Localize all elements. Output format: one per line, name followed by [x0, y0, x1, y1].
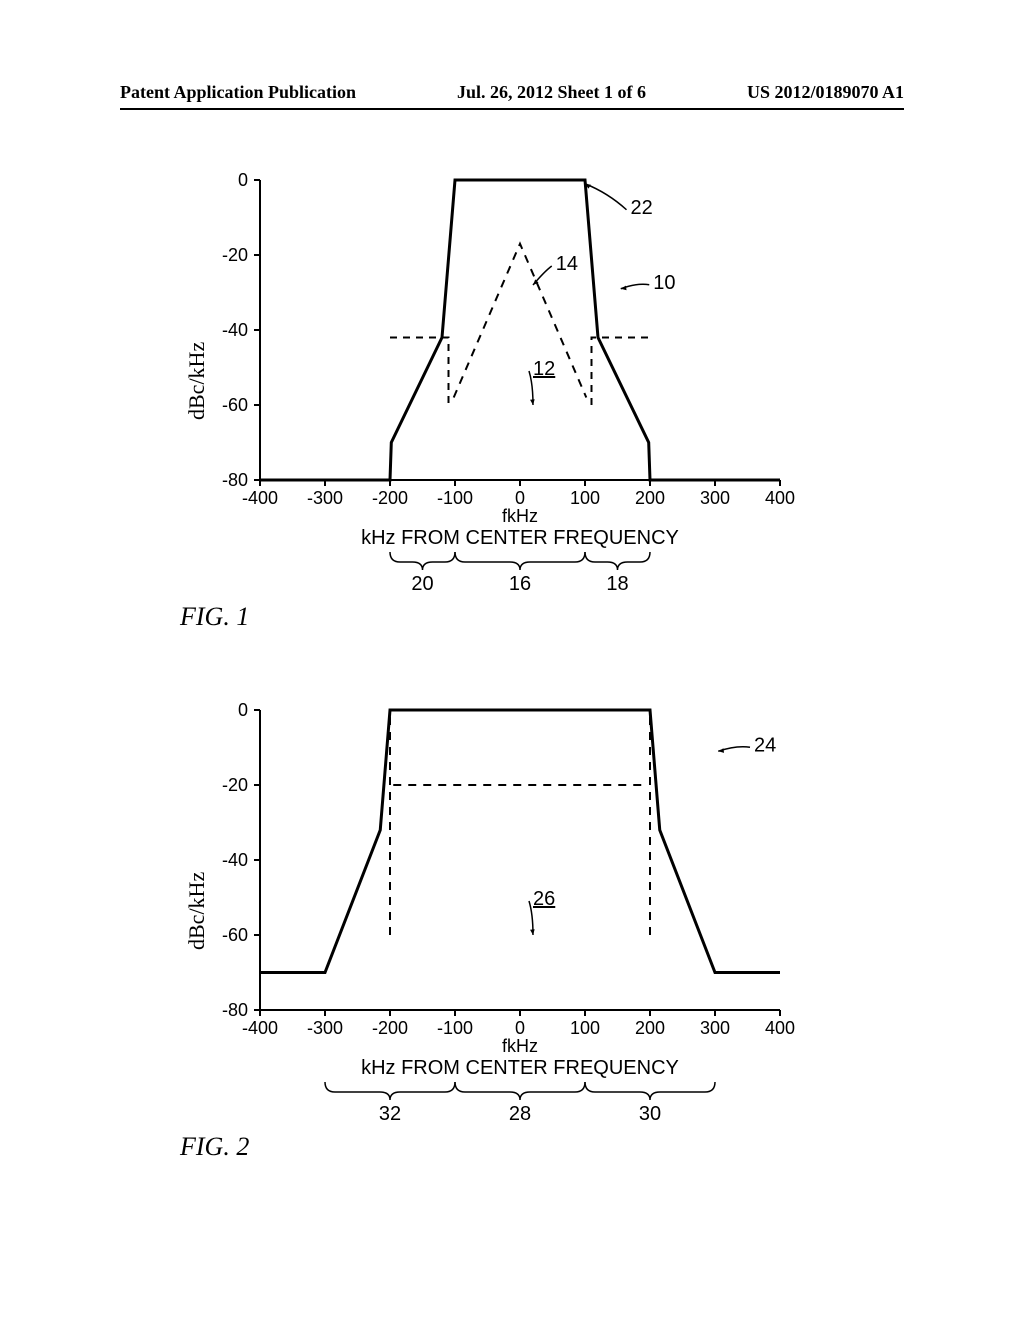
svg-text:30: 30 — [639, 1103, 661, 1120]
page-header: Patent Application Publication Jul. 26, … — [0, 82, 1024, 103]
svg-text:0: 0 — [238, 170, 248, 190]
fig1-title: FIG. 1 — [180, 602, 249, 632]
fig1-ylabel: dBc/kHz — [184, 342, 210, 420]
svg-text:100: 100 — [570, 488, 600, 508]
header-right: US 2012/0189070 A1 — [747, 82, 904, 103]
svg-text:300: 300 — [700, 488, 730, 508]
svg-text:200: 200 — [635, 488, 665, 508]
svg-text:26: 26 — [533, 888, 555, 910]
fig2-ylabel: dBc/kHz — [184, 872, 210, 950]
svg-text:22: 22 — [631, 197, 653, 219]
svg-text:16: 16 — [509, 573, 531, 590]
svg-text:300: 300 — [700, 1018, 730, 1038]
svg-text:-60: -60 — [222, 925, 248, 945]
svg-text:12: 12 — [533, 358, 555, 380]
svg-text:-300: -300 — [307, 488, 343, 508]
svg-text:-40: -40 — [222, 850, 248, 870]
svg-text:-300: -300 — [307, 1018, 343, 1038]
svg-text:20: 20 — [411, 573, 433, 590]
fig2-plot: -80-60-40-200-400-300-200-10001002003004… — [200, 700, 800, 1120]
svg-text:400: 400 — [765, 488, 795, 508]
svg-text:-100: -100 — [437, 488, 473, 508]
svg-text:-80: -80 — [222, 1000, 248, 1020]
svg-text:0: 0 — [515, 1018, 525, 1038]
svg-text:-20: -20 — [222, 775, 248, 795]
figure-2: dBc/kHz -80-60-40-200-400-300-200-100010… — [200, 700, 800, 1120]
svg-text:100: 100 — [570, 1018, 600, 1038]
svg-text:18: 18 — [606, 573, 628, 590]
svg-text:fkHz: fkHz — [502, 1036, 538, 1056]
fig1-plot: -80-60-40-200-400-300-200-10001002003004… — [200, 170, 800, 590]
svg-text:-40: -40 — [222, 320, 248, 340]
figure-1: dBc/kHz -80-60-40-200-400-300-200-100010… — [200, 170, 800, 590]
svg-text:-20: -20 — [222, 245, 248, 265]
svg-text:fkHz: fkHz — [502, 506, 538, 526]
svg-text:0: 0 — [515, 488, 525, 508]
svg-text:kHz FROM CENTER FREQUENCY: kHz FROM CENTER FREQUENCY — [361, 527, 679, 549]
svg-text:kHz FROM CENTER FREQUENCY: kHz FROM CENTER FREQUENCY — [361, 1057, 679, 1079]
svg-text:-400: -400 — [242, 488, 278, 508]
svg-text:-80: -80 — [222, 470, 248, 490]
svg-text:-60: -60 — [222, 395, 248, 415]
svg-text:24: 24 — [754, 734, 776, 756]
svg-text:200: 200 — [635, 1018, 665, 1038]
svg-text:400: 400 — [765, 1018, 795, 1038]
svg-text:-100: -100 — [437, 1018, 473, 1038]
svg-text:32: 32 — [379, 1103, 401, 1120]
svg-text:-200: -200 — [372, 1018, 408, 1038]
svg-text:-400: -400 — [242, 1018, 278, 1038]
svg-text:0: 0 — [238, 700, 248, 720]
svg-text:-200: -200 — [372, 488, 408, 508]
svg-text:14: 14 — [556, 253, 578, 275]
svg-text:10: 10 — [653, 272, 675, 294]
header-center: Jul. 26, 2012 Sheet 1 of 6 — [457, 82, 646, 103]
fig2-title: FIG. 2 — [180, 1132, 249, 1162]
header-rule — [120, 108, 904, 110]
header-left: Patent Application Publication — [120, 82, 356, 103]
svg-text:28: 28 — [509, 1103, 531, 1120]
